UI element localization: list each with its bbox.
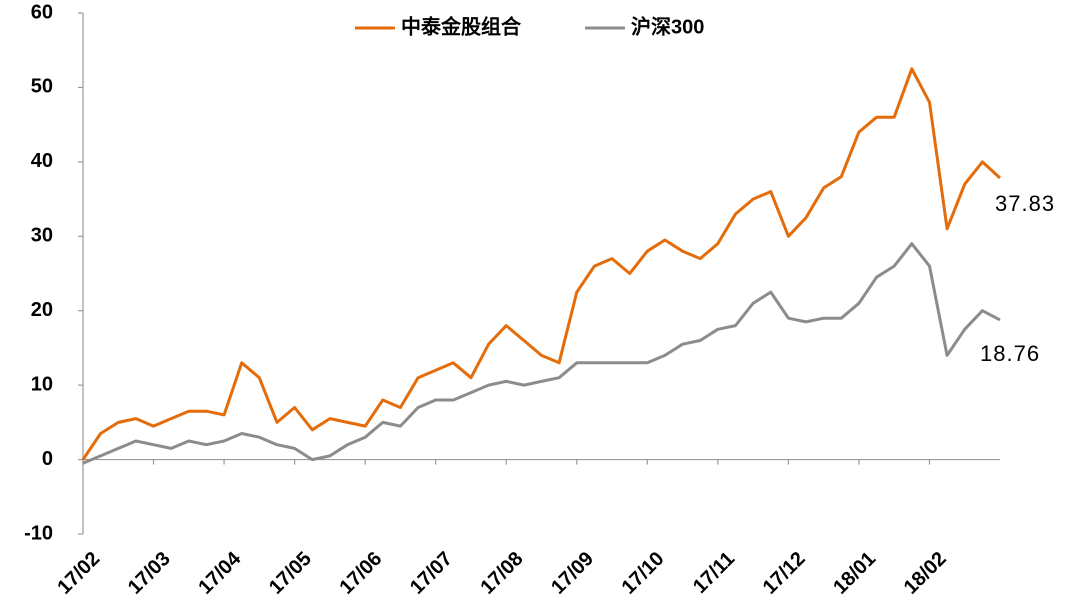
y-tick-label: 0 [42,448,53,470]
x-tick-label: 17/04 [194,547,246,599]
y-tick-label: -10 [24,522,53,544]
y-tick-label: 60 [31,1,53,23]
series-line [82,242,1001,465]
x-tick-label: 17/12 [759,548,810,599]
x-tick-label: 17/10 [618,548,669,599]
end-label: 18.76 [980,341,1040,366]
x-tick-label: 17/07 [406,548,457,599]
x-tick-label: 17/03 [124,548,175,599]
x-tick-label: 18/01 [829,548,880,599]
x-tick-label: 17/08 [477,548,528,599]
x-tick-label: 17/09 [547,548,598,599]
x-tick-label: 17/05 [265,548,316,599]
x-tick-label: 18/02 [900,548,951,599]
y-tick-label: 50 [31,76,53,98]
end-label: 37.83 [995,191,1055,216]
y-tick-label: 10 [31,373,53,395]
y-tick-label: 20 [31,299,53,321]
y-tick-label: 40 [31,150,53,172]
x-tick-label: 17/06 [335,548,386,599]
x-tick-label: 17/02 [53,548,104,599]
series-line [81,67,1002,461]
legend-label: 中泰金股组合 [401,14,522,38]
x-tick-label: 17/11 [689,548,739,598]
legend-label: 沪深300 [631,14,704,38]
y-tick-label: 30 [31,225,53,247]
